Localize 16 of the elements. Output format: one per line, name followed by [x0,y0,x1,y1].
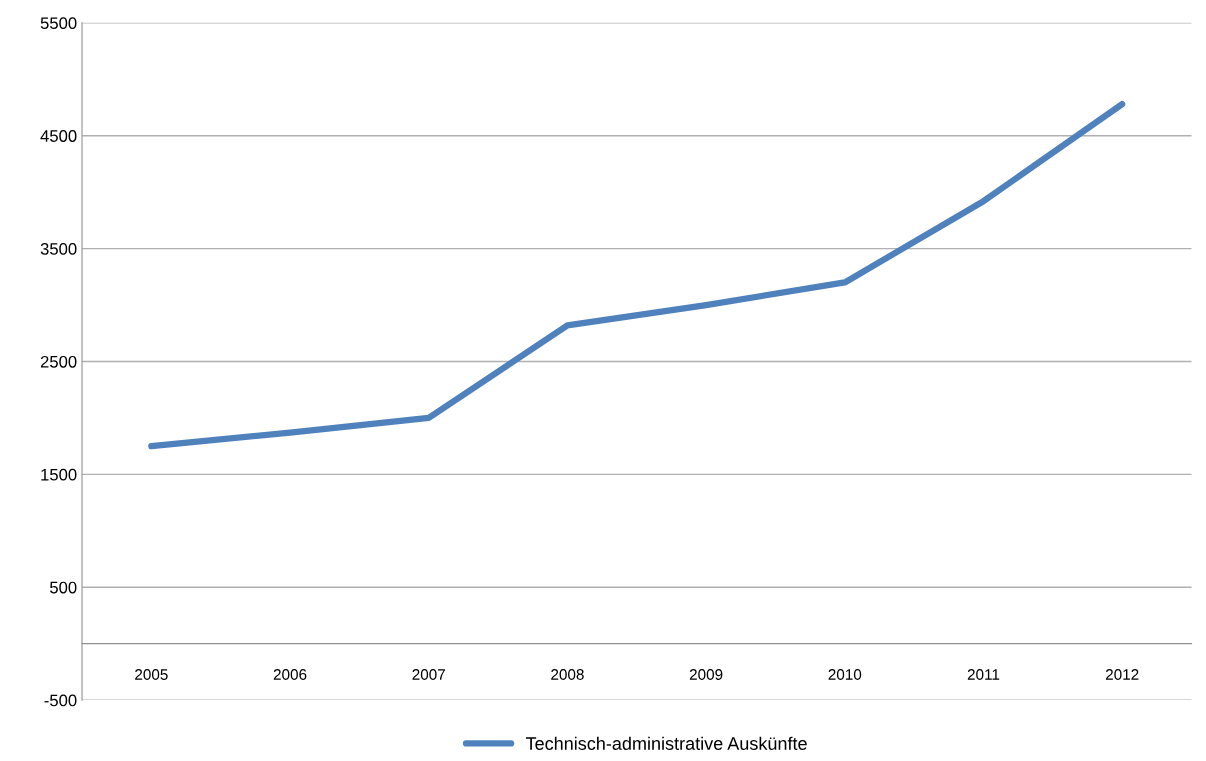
x-tick-label: 2006 [273,669,307,680]
x-tick-label: 2010 [828,669,862,680]
y-tick-label: 500 [50,581,77,594]
x-tick-label: 2008 [551,669,584,680]
y-tick-label: -500 [44,694,77,707]
x-tick-label: 2007 [412,669,445,680]
y-tick-label: 5500 [40,17,77,30]
legend-label: Technisch-administrative Auskünfte [525,736,807,750]
y-tick-label: 4500 [40,130,77,142]
x-tick-label: 2011 [967,669,1000,680]
y-tick-label: 2500 [40,355,77,368]
x-tick-label: 2009 [689,669,723,680]
y-tick-label: 3500 [40,242,77,255]
x-tick-label: 2012 [1105,669,1139,680]
x-tick-label: 2005 [135,669,168,680]
y-tick-label: 1500 [41,468,77,481]
